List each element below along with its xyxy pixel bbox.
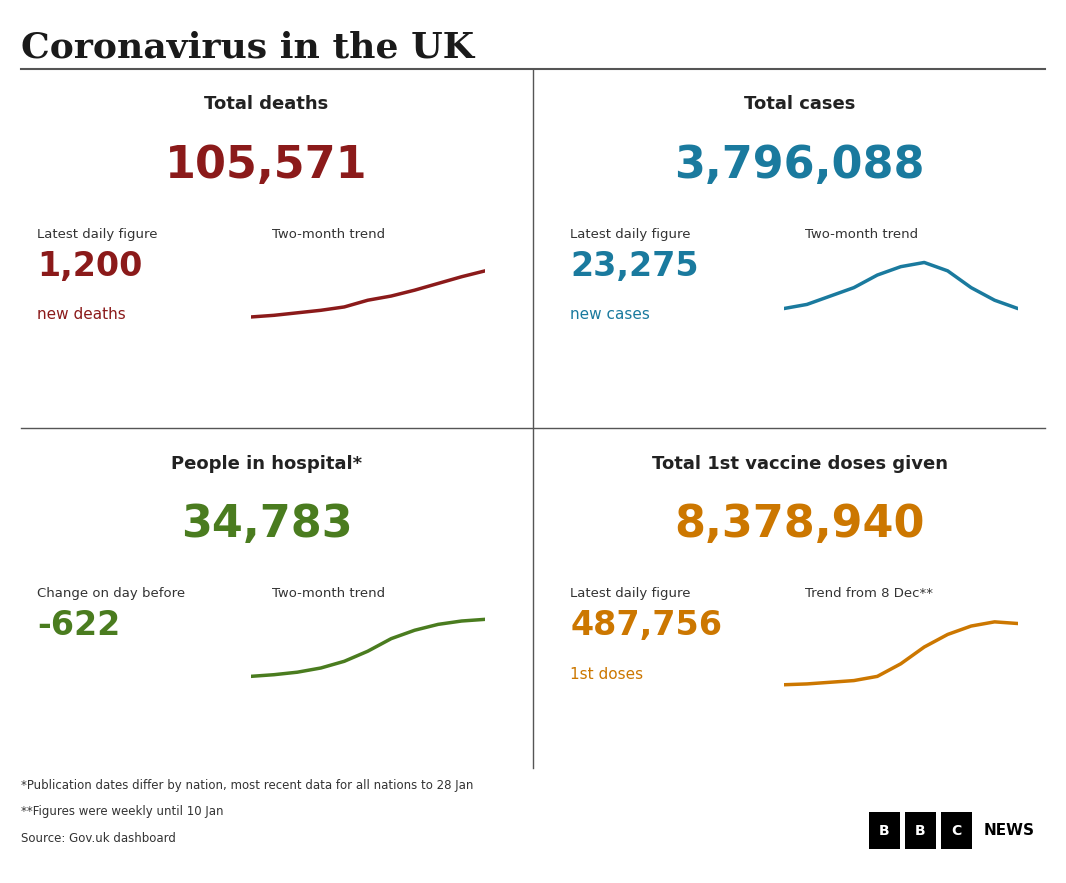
- Text: Change on day before: Change on day before: [37, 587, 185, 600]
- Text: Latest daily figure: Latest daily figure: [570, 587, 691, 600]
- Text: 34,783: 34,783: [181, 503, 352, 547]
- Text: Trend from 8 Dec**: Trend from 8 Dec**: [805, 587, 933, 600]
- Text: 23,275: 23,275: [570, 250, 699, 283]
- Text: Two-month trend: Two-month trend: [272, 587, 385, 600]
- Text: 105,571: 105,571: [165, 144, 368, 187]
- Text: Two-month trend: Two-month trend: [805, 228, 918, 241]
- Text: B: B: [879, 824, 889, 838]
- Text: Latest daily figure: Latest daily figure: [570, 228, 691, 241]
- Text: 8,378,940: 8,378,940: [675, 503, 924, 547]
- Text: People in hospital*: People in hospital*: [171, 455, 362, 472]
- Text: 3,796,088: 3,796,088: [675, 144, 924, 187]
- Text: B: B: [916, 824, 925, 838]
- Text: -622: -622: [37, 609, 120, 642]
- Text: Total 1st vaccine doses given: Total 1st vaccine doses given: [651, 455, 948, 472]
- Text: 1,200: 1,200: [37, 250, 143, 283]
- Text: Source: Gov.uk dashboard: Source: Gov.uk dashboard: [21, 832, 176, 845]
- Text: NEWS: NEWS: [984, 824, 1035, 838]
- Text: Total deaths: Total deaths: [205, 95, 328, 113]
- Text: *Publication dates differ by nation, most recent data for all nations to 28 Jan: *Publication dates differ by nation, mos…: [21, 779, 473, 792]
- Text: 1st doses: 1st doses: [570, 667, 644, 682]
- Text: new deaths: new deaths: [37, 307, 126, 322]
- Text: **Figures were weekly until 10 Jan: **Figures were weekly until 10 Jan: [21, 805, 224, 819]
- Text: Two-month trend: Two-month trend: [272, 228, 385, 241]
- Text: Coronavirus in the UK: Coronavirus in the UK: [21, 31, 474, 65]
- Text: Latest daily figure: Latest daily figure: [37, 228, 158, 241]
- Text: C: C: [952, 824, 962, 838]
- Text: Total cases: Total cases: [744, 95, 855, 113]
- Text: 487,756: 487,756: [570, 609, 723, 642]
- Text: new cases: new cases: [570, 307, 650, 322]
